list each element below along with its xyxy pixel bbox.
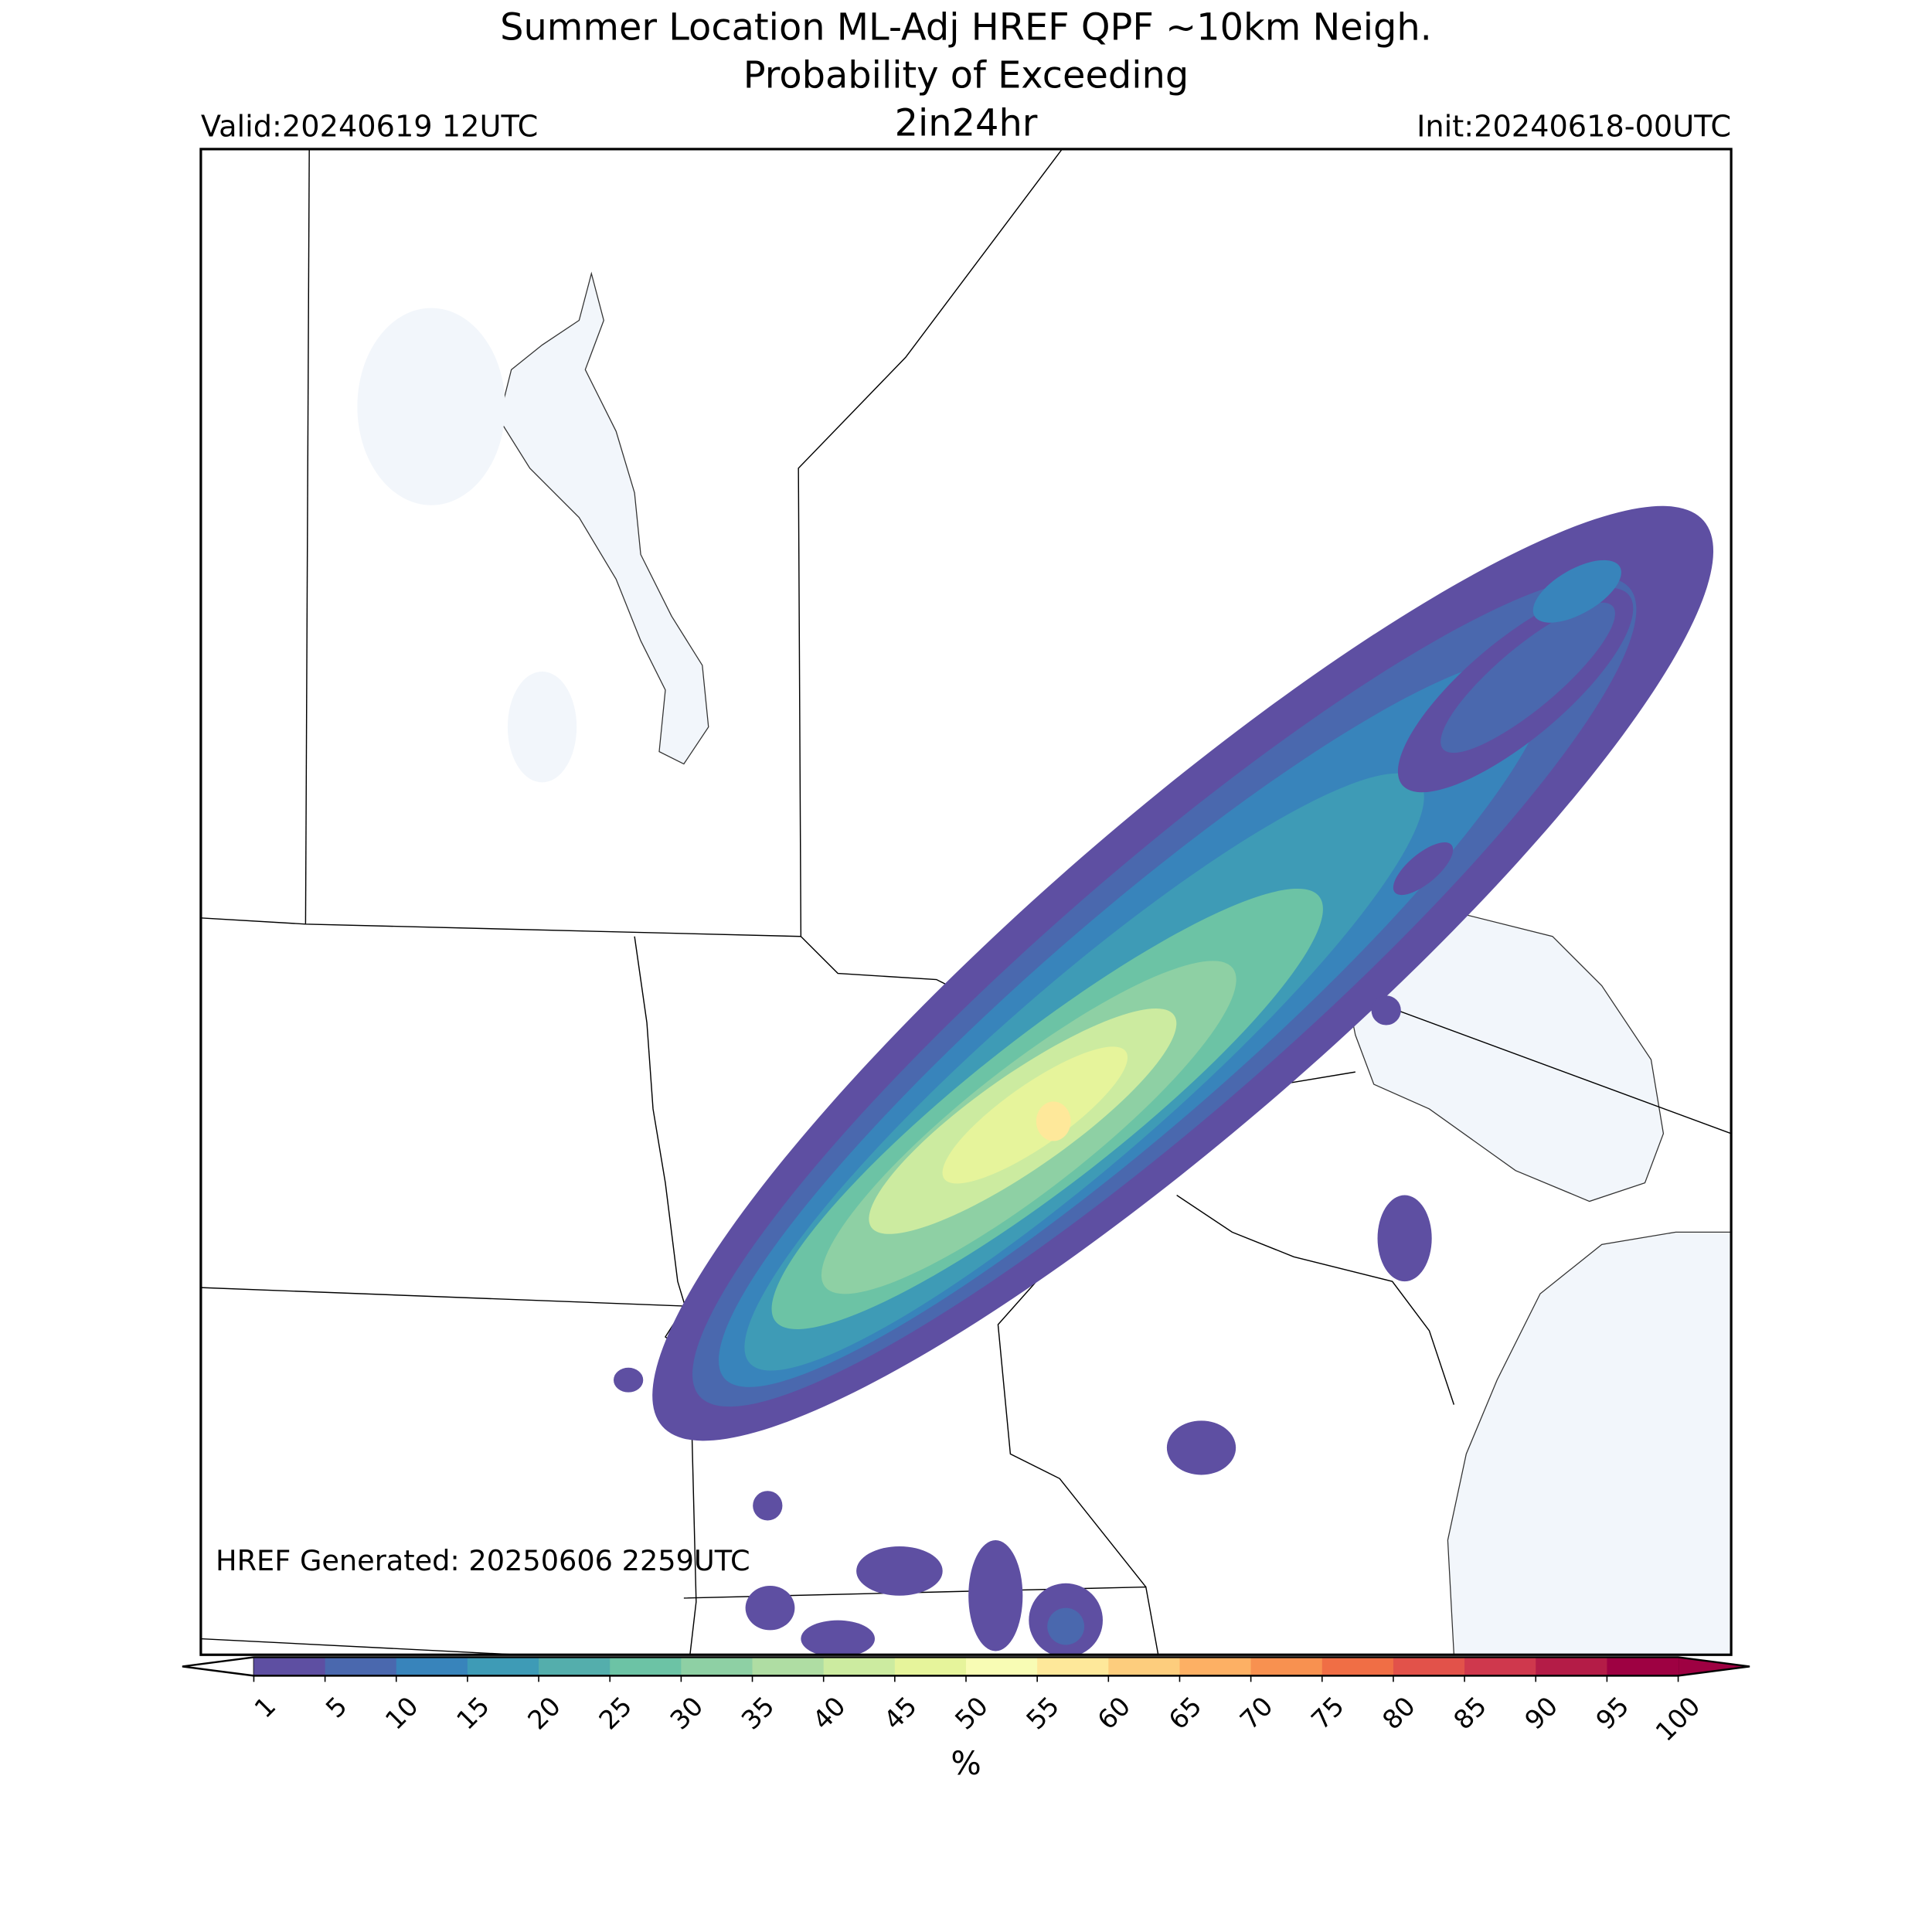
border	[200, 1287, 685, 1307]
colorbar-tick-label: 25	[593, 1691, 638, 1736]
border	[683, 1586, 1159, 1655]
precip-contour	[745, 1585, 795, 1631]
colorbar-bin	[610, 1657, 682, 1676]
colorbar-bin	[1321, 1657, 1394, 1676]
colorbar-extend-over	[1677, 1656, 1750, 1677]
colorbar-tick-label: 45	[878, 1691, 923, 1736]
precip-contour	[968, 1539, 1023, 1651]
precip-contour	[1440, 602, 1615, 753]
border	[200, 148, 1063, 937]
lake-michigan	[1447, 1231, 1732, 1655]
colorbar-tick-label: 65	[1163, 1691, 1208, 1736]
colorbar-tick-label: 10	[379, 1691, 424, 1736]
lake-superior	[1342, 911, 1665, 1202]
colorbar-bin	[539, 1657, 611, 1676]
colorbar-bin	[823, 1657, 896, 1676]
colorbar-bin	[966, 1657, 1038, 1676]
precip-contour	[856, 1546, 943, 1596]
border	[634, 936, 697, 1655]
title-line: Summer Location ML-Adj HREF QPF ~10km Ne…	[500, 6, 1432, 49]
colorbar-tick-label: 15	[451, 1691, 495, 1736]
colorbar-bin	[253, 1657, 326, 1676]
precip-contour	[1377, 1195, 1432, 1282]
colorbar-tick-label: 85	[1447, 1691, 1492, 1736]
colorbar-bin	[396, 1657, 468, 1676]
precip-contour	[1047, 1607, 1085, 1645]
colorbar-bin	[752, 1657, 825, 1676]
title-line: Probability of Exceeding	[743, 54, 1189, 97]
precip-contour	[1036, 1101, 1071, 1141]
precip-contour	[1371, 995, 1401, 1026]
valid-time: Valid:20240619 12UTC	[201, 109, 538, 144]
map	[200, 148, 1732, 1655]
colorbar-tick-label: 60	[1092, 1691, 1137, 1736]
lake	[507, 671, 577, 783]
colorbar-bin	[1607, 1657, 1679, 1676]
border	[200, 1638, 518, 1655]
generated-time: HREF Generated: 20250606 2259UTC	[216, 1544, 750, 1577]
colorbar-tick-label: 35	[736, 1691, 781, 1736]
colorbar-bin	[1464, 1657, 1537, 1676]
colorbar-tick-label: 30	[665, 1691, 709, 1736]
border	[1176, 1194, 1455, 1405]
colorbar-tick-label: 75	[1305, 1691, 1350, 1736]
precip-contour	[1393, 842, 1454, 896]
colorbar-tick-label: 1	[249, 1691, 282, 1724]
colorbar-tick-label: 70	[1234, 1691, 1279, 1736]
colorbar-tick-label: 5	[320, 1691, 353, 1724]
colorbar-bin	[467, 1657, 539, 1676]
colorbar: 1 5 10 15 20 25 30 35 40 45 50 55 60 65 70 75 80 85 90 95 10…	[182, 1656, 1750, 1782]
colorbar-bin	[681, 1657, 753, 1676]
map-frame	[199, 148, 1733, 1656]
colorbar-label: %	[951, 1745, 981, 1782]
colorbar-bin	[1037, 1657, 1110, 1676]
colorbar-bin	[1250, 1657, 1323, 1676]
colorbar-bin	[1393, 1657, 1465, 1676]
precip-contour	[1166, 1420, 1236, 1475]
precip-layer	[614, 505, 1714, 1655]
precip-contour	[753, 1491, 783, 1521]
colorbar-tick-label: 95	[1590, 1691, 1635, 1736]
colorbar-tick-label: 40	[807, 1691, 852, 1736]
threshold: 2in24hr	[895, 103, 1038, 145]
border	[304, 148, 310, 924]
precip-contour	[801, 1620, 876, 1655]
colorbar-tick-label: 100	[1650, 1691, 1706, 1747]
colorbar-bin	[1536, 1657, 1608, 1676]
colorbar-tick-label: 80	[1376, 1691, 1421, 1736]
precip-contour	[614, 1367, 644, 1393]
precip-contour	[1532, 560, 1621, 623]
colorbar-tick-label: 90	[1519, 1691, 1563, 1736]
init-time: Init:20240618-00UTC	[1417, 109, 1731, 144]
lake	[357, 308, 505, 505]
colorbar-tick-label: 50	[949, 1691, 994, 1736]
lake-winnipeg	[498, 271, 709, 765]
colorbar-extend-under	[182, 1656, 255, 1677]
colorbar-bin	[1108, 1657, 1181, 1676]
colorbar-tick-label: 20	[522, 1691, 566, 1736]
colorbar-bin	[325, 1657, 397, 1676]
colorbar-bin	[1179, 1657, 1252, 1676]
precip-contour	[942, 1046, 1128, 1184]
colorbar-tick-label: 55	[1020, 1691, 1065, 1736]
colorbar-bin	[894, 1657, 967, 1676]
